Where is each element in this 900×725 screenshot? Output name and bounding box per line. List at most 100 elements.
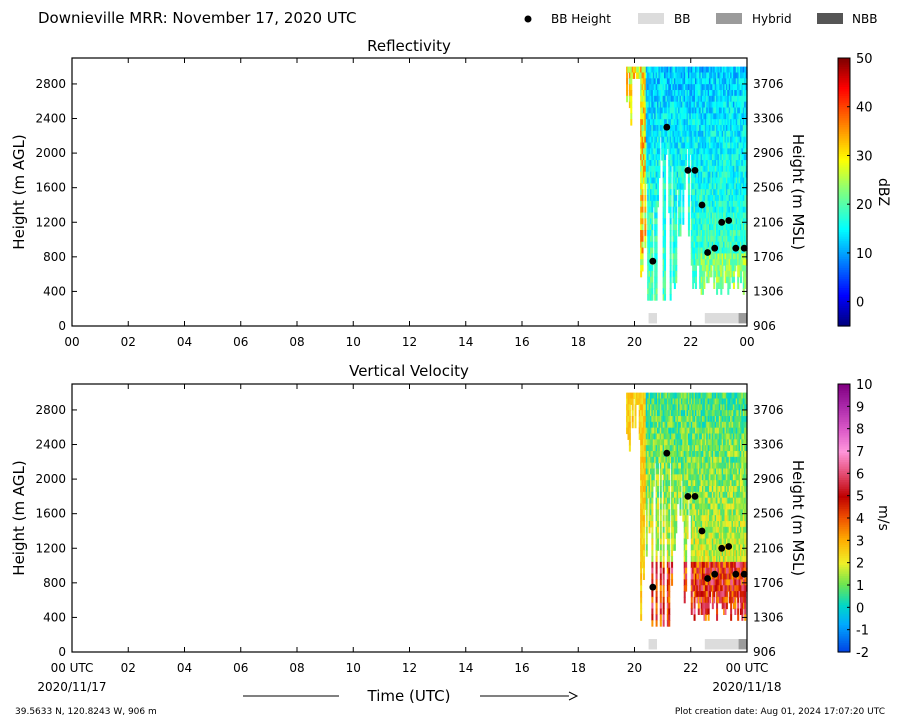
heatmap-cell bbox=[683, 491, 686, 499]
heatmap-cell bbox=[649, 521, 652, 528]
heatmap-cell bbox=[638, 398, 641, 405]
heatmap-cell bbox=[647, 165, 650, 173]
heatmap-cell bbox=[651, 154, 654, 161]
heatmap-cell bbox=[706, 195, 709, 202]
heatmap-cell bbox=[686, 84, 689, 91]
heatmap-cell bbox=[659, 427, 662, 435]
heatmap-cell bbox=[683, 456, 686, 464]
heatmap-cell bbox=[654, 212, 657, 219]
heatmap-cell bbox=[742, 84, 745, 91]
heatmap-cell bbox=[732, 218, 735, 225]
heatmap-cell bbox=[732, 415, 735, 423]
heatmap-cell bbox=[647, 282, 650, 289]
heatmap-cell bbox=[732, 265, 735, 272]
heatmap-cell bbox=[697, 224, 700, 231]
heatmap-cell bbox=[720, 421, 723, 429]
bb-height-point bbox=[732, 244, 740, 252]
heatmap-cell bbox=[685, 119, 688, 126]
heatmap-cell bbox=[664, 165, 667, 173]
heatmap-cell bbox=[696, 509, 699, 516]
heatmap-cell bbox=[702, 136, 705, 144]
heatmap-cell bbox=[707, 439, 710, 446]
heatmap-cell bbox=[717, 421, 720, 429]
heatmap-cell bbox=[696, 404, 699, 411]
heatmap-cell bbox=[649, 160, 652, 167]
heatmap-cell bbox=[716, 130, 719, 138]
heatmap-cell bbox=[723, 567, 726, 575]
heatmap-cell bbox=[706, 113, 709, 120]
heatmap-cell bbox=[700, 72, 703, 79]
heatmap-cell bbox=[693, 259, 696, 266]
heatmap-cell bbox=[710, 200, 713, 208]
heatmap-cell bbox=[668, 171, 671, 179]
heatmap-cell bbox=[655, 136, 658, 144]
heatmap-cell bbox=[727, 265, 730, 272]
heatmap-cell bbox=[683, 550, 686, 557]
heatmap-cell bbox=[727, 148, 730, 155]
colorbar-segment bbox=[838, 234, 850, 238]
colorbar-segment bbox=[838, 140, 850, 144]
heatmap-cell bbox=[737, 136, 740, 144]
heatmap-cell bbox=[655, 532, 658, 540]
heatmap-cell bbox=[689, 72, 692, 79]
heatmap-cell bbox=[694, 538, 697, 545]
heatmap-cell bbox=[714, 526, 717, 534]
heatmap-cell bbox=[683, 521, 686, 528]
heatmap-cell bbox=[718, 119, 721, 126]
heatmap-cell bbox=[724, 183, 727, 190]
heatmap-cell bbox=[732, 130, 735, 138]
heatmap-cell bbox=[680, 433, 683, 440]
heatmap-cell bbox=[659, 608, 662, 615]
heatmap-cell bbox=[669, 125, 672, 132]
heatmap-cell bbox=[659, 550, 662, 557]
heatmap-cell bbox=[651, 404, 654, 411]
heatmap-cell bbox=[704, 561, 707, 569]
heatmap-cell bbox=[727, 154, 730, 161]
heatmap-cell bbox=[659, 620, 662, 627]
heatmap-cell bbox=[683, 142, 686, 149]
heatmap-cell bbox=[655, 200, 658, 208]
heatmap-cell bbox=[661, 451, 664, 458]
heatmap-cell bbox=[640, 72, 643, 79]
heatmap-cell bbox=[666, 66, 669, 74]
y-tick-label: 2000 bbox=[35, 146, 66, 160]
heatmap-cell bbox=[706, 503, 709, 510]
heatmap-cell bbox=[687, 474, 690, 481]
heatmap-cell bbox=[697, 230, 700, 237]
heatmap-cell bbox=[680, 78, 683, 85]
heatmap-cell bbox=[678, 177, 681, 184]
heatmap-cell bbox=[718, 532, 721, 540]
heatmap-cell bbox=[640, 515, 643, 522]
heatmap-cell bbox=[744, 89, 747, 97]
heatmap-cell bbox=[676, 160, 679, 167]
heatmap-cell bbox=[675, 427, 678, 435]
heatmap-cell bbox=[721, 486, 724, 493]
heatmap-cell bbox=[690, 451, 693, 458]
heatmap-cell bbox=[728, 474, 731, 481]
heatmap-cell bbox=[641, 451, 644, 458]
heatmap-cell bbox=[654, 119, 657, 126]
heatmap-cell bbox=[675, 270, 678, 278]
heatmap-cell bbox=[634, 66, 637, 74]
heatmap-cell bbox=[723, 230, 726, 237]
heatmap-cell bbox=[730, 160, 733, 167]
heatmap-cell bbox=[655, 276, 658, 284]
heatmap-cell bbox=[690, 66, 693, 74]
heatmap-cell bbox=[679, 486, 682, 493]
heatmap-cell bbox=[673, 165, 676, 173]
heatmap-cell bbox=[711, 119, 714, 126]
heatmap-cell bbox=[645, 404, 648, 411]
colorbar-segment bbox=[838, 187, 850, 191]
heatmap-cell bbox=[683, 101, 686, 109]
heatmap-cell bbox=[645, 497, 648, 505]
heatmap-cell bbox=[704, 585, 707, 592]
heatmap-cell bbox=[735, 550, 738, 557]
heatmap-cell bbox=[717, 532, 720, 540]
heatmap-cell bbox=[730, 556, 733, 563]
heatmap-cell bbox=[676, 89, 679, 97]
heatmap-cell bbox=[737, 392, 740, 400]
heatmap-cell bbox=[716, 614, 719, 621]
heatmap-cell bbox=[668, 404, 671, 411]
heatmap-cell bbox=[658, 433, 661, 440]
heatmap-cell bbox=[737, 415, 740, 423]
